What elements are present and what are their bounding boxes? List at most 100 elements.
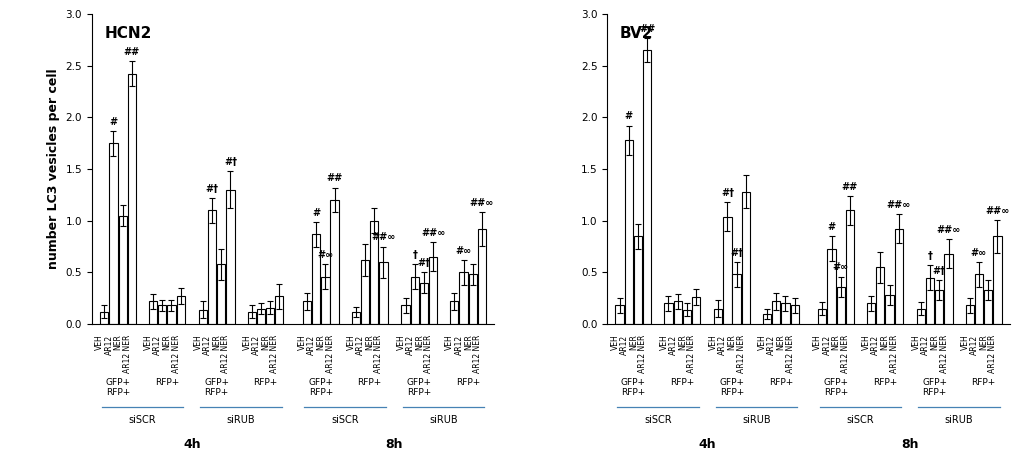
Text: ##∞: ##∞ <box>935 225 960 235</box>
Text: VEH: VEH <box>610 334 619 350</box>
Bar <box>845 210 853 324</box>
Text: GFP+
RFP+: GFP+ RFP+ <box>105 378 130 397</box>
Text: AR12 NER: AR12 NER <box>840 334 849 373</box>
Text: siSCR: siSCR <box>128 415 156 425</box>
Text: RFP+: RFP+ <box>357 378 381 387</box>
Bar <box>974 275 982 324</box>
Bar <box>875 267 883 324</box>
Text: siSCR: siSCR <box>331 415 359 425</box>
Bar <box>429 257 437 324</box>
Text: VEH: VEH <box>757 334 766 350</box>
Text: #: # <box>826 222 835 232</box>
Text: GFP+
RFP+: GFP+ RFP+ <box>308 378 333 397</box>
Bar <box>633 236 642 324</box>
Text: NER: NER <box>113 334 122 350</box>
Bar <box>836 287 844 324</box>
Text: #†: #† <box>932 265 945 275</box>
Text: AR12 NER: AR12 NER <box>221 334 230 373</box>
Bar <box>248 312 256 324</box>
Bar <box>109 143 117 324</box>
Bar <box>826 249 835 324</box>
Text: ##: ## <box>326 174 342 183</box>
Text: VEH: VEH <box>911 334 920 350</box>
Text: #: # <box>109 117 117 126</box>
Bar <box>741 192 749 324</box>
Bar <box>352 312 360 324</box>
Bar <box>257 308 265 324</box>
Bar <box>118 215 126 324</box>
Text: AR12 NER: AR12 NER <box>374 334 383 373</box>
Text: AR12: AR12 <box>766 334 775 355</box>
Text: AR12: AR12 <box>406 334 415 355</box>
Text: AR12 NER: AR12 NER <box>270 334 279 373</box>
Text: siRUB: siRUB <box>742 415 770 425</box>
Text: NER: NER <box>261 334 270 350</box>
Bar <box>642 50 651 324</box>
Text: GFP+
RFP+: GFP+ RFP+ <box>718 378 744 397</box>
Bar <box>275 296 283 324</box>
Text: NER: NER <box>727 334 736 350</box>
Text: NER: NER <box>212 334 221 350</box>
Bar <box>312 234 320 324</box>
Bar <box>199 310 207 324</box>
Text: 8h: 8h <box>900 438 918 451</box>
Bar <box>691 297 699 324</box>
Bar <box>965 306 973 324</box>
Bar <box>944 254 952 324</box>
Text: #†: #† <box>730 248 743 258</box>
Text: VEH: VEH <box>194 334 203 350</box>
Text: AR12 NER: AR12 NER <box>473 334 482 373</box>
Text: AR12: AR12 <box>717 334 727 355</box>
Bar <box>624 140 633 324</box>
Bar <box>817 308 825 324</box>
Text: #∞: #∞ <box>455 246 471 256</box>
Bar <box>149 301 157 324</box>
Text: AR12: AR12 <box>920 334 929 355</box>
Text: #: # <box>625 112 632 121</box>
Text: VEH: VEH <box>298 334 307 350</box>
Text: AR12: AR12 <box>356 334 365 355</box>
Bar <box>176 296 184 324</box>
Text: GFP+
RFP+: GFP+ RFP+ <box>921 378 947 397</box>
Text: RFP+: RFP+ <box>768 378 792 387</box>
Text: NER: NER <box>978 334 987 350</box>
Bar <box>449 301 459 324</box>
Text: AR12 NER: AR12 NER <box>171 334 180 373</box>
Bar <box>379 262 387 324</box>
Bar <box>916 308 924 324</box>
Text: NER: NER <box>678 334 686 350</box>
Bar <box>459 272 468 324</box>
Text: NER: NER <box>830 334 840 350</box>
Text: ##: ## <box>639 24 655 33</box>
Text: AR12 NER: AR12 NER <box>736 334 745 373</box>
Text: 4h: 4h <box>182 438 201 451</box>
Text: RFP+: RFP+ <box>970 378 995 387</box>
Text: VEH: VEH <box>861 334 870 350</box>
Text: AR12: AR12 <box>969 334 978 355</box>
Bar <box>420 283 428 324</box>
Bar <box>321 276 329 324</box>
Text: GFP+
RFP+: GFP+ RFP+ <box>621 378 645 397</box>
Text: RFP+: RFP+ <box>872 378 896 387</box>
Bar <box>468 275 477 324</box>
Text: NER: NER <box>365 334 374 350</box>
Text: 4h: 4h <box>698 438 715 451</box>
Bar <box>673 301 681 324</box>
Bar <box>330 200 338 324</box>
Bar <box>266 307 274 324</box>
Text: ##∞: ##∞ <box>421 228 445 238</box>
Text: AR12 NER: AR12 NER <box>987 334 997 373</box>
Bar <box>361 260 369 324</box>
Text: VEH: VEH <box>396 334 406 350</box>
Text: RFP+: RFP+ <box>455 378 480 387</box>
Text: ##: ## <box>123 47 140 57</box>
Text: #: # <box>312 207 320 218</box>
Text: AR12: AR12 <box>870 334 879 355</box>
Bar <box>100 312 108 324</box>
Text: VEH: VEH <box>144 334 153 350</box>
Text: AR12: AR12 <box>620 334 628 355</box>
Text: AR12: AR12 <box>203 334 212 355</box>
Bar <box>722 217 731 324</box>
Text: AR12: AR12 <box>252 334 261 355</box>
Text: AR12 NER: AR12 NER <box>785 334 794 373</box>
